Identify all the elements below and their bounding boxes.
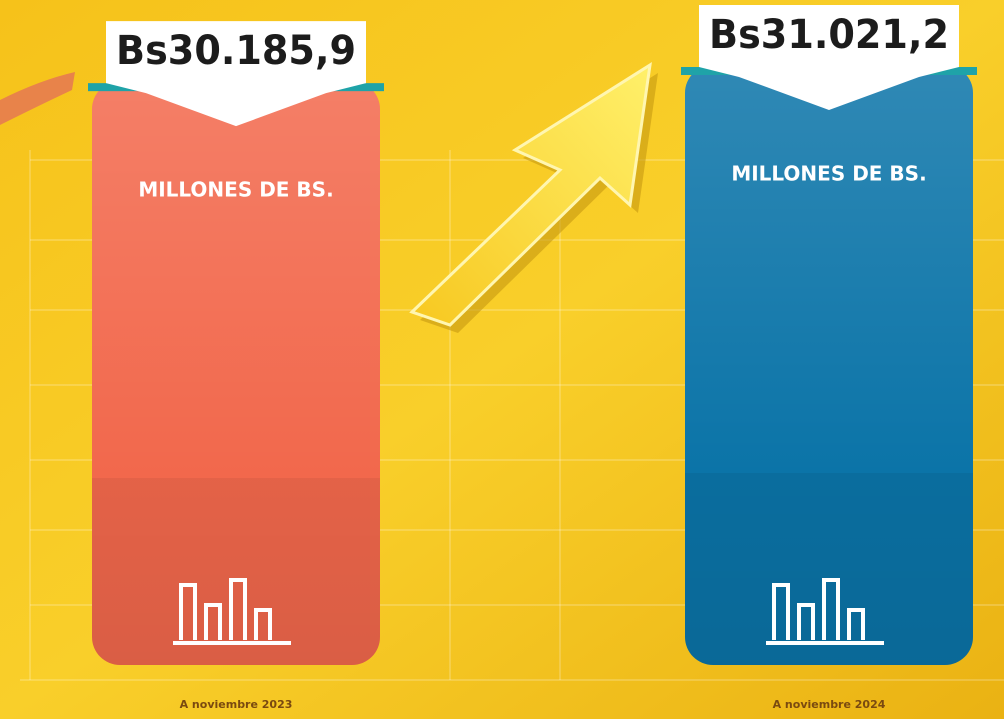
category-label: A noviembre 2024 [773,698,886,711]
bar-shade [92,81,380,665]
page: Bs30.185,9 MILLONES DE BS. A noviembre 202… [0,0,1004,719]
category-label: A noviembre 2023 [180,698,293,711]
value-label: Bs30.185,9 [116,28,356,74]
bar-shade [685,65,973,665]
chart: Bs30.185,9 MILLONES DE BS. A noviembre 202… [0,0,1004,719]
unit-label: MILLONES DE BS. [138,178,333,202]
unit-label: MILLONES DE BS. [731,162,926,186]
value-label: Bs31.021,2 [709,12,949,58]
